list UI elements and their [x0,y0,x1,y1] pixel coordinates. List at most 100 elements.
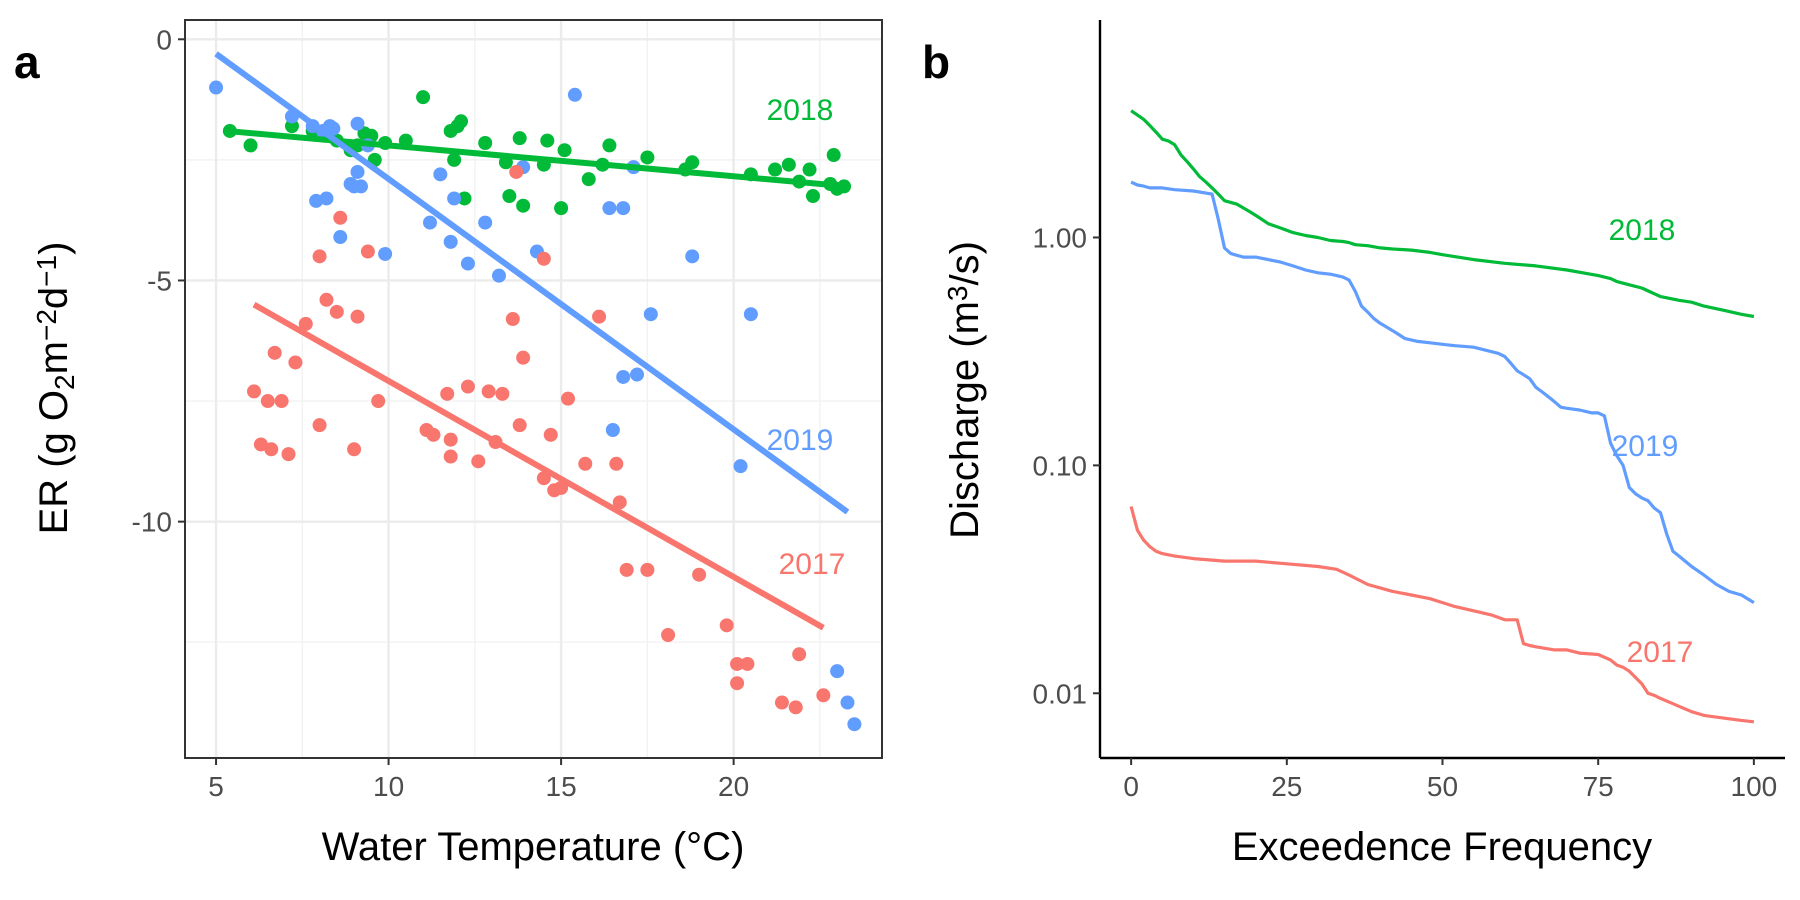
data-point-2017 [536,471,551,486]
data-point-2019 [478,215,493,230]
data-point-2017 [274,394,289,409]
data-point-2017 [371,394,386,409]
data-point-2019 [602,201,617,216]
data-point-2018 [805,189,820,204]
data-point-2019 [840,695,855,710]
data-point-2017 [609,456,624,471]
y-tick-label: 0.01 [1033,678,1088,709]
x-tick-label: 75 [1583,771,1614,802]
data-point-2018 [454,114,469,129]
x-axis-title: Exceedence Frequency [1232,825,1652,869]
trend-line-2017 [252,301,825,631]
data-point-2017 [661,628,676,642]
data-point-2017 [347,442,362,457]
data-point-2017 [288,355,303,370]
data-point-2018 [554,201,569,216]
data-point-2019 [743,307,758,322]
data-point-2018 [768,162,783,177]
data-point-2019 [733,459,748,474]
data-point-2018 [557,143,572,158]
y-axis-title-part: m [32,341,76,374]
y-axis-title-part: 2 [49,374,80,390]
data-point-2017 [260,394,275,409]
data-point-2019 [333,230,348,245]
data-point-2017 [471,454,486,469]
y-axis-title-part: −1 [31,255,62,287]
data-point-2019 [350,116,365,131]
data-point-2017 [443,449,458,464]
y-axis-title-part: −2 [31,309,62,341]
data-point-2019 [433,167,448,182]
data-point-2018 [457,191,472,206]
data-point-2019 [443,234,458,249]
data-point-2017 [512,418,527,433]
data-point-2017 [329,304,344,319]
data-point-2017 [692,567,707,582]
data-point-2019 [491,268,506,283]
data-point-2018 [478,136,493,150]
x-tick-label: 0 [1123,771,1139,802]
data-point-2017 [460,379,475,394]
plot-border [184,19,883,759]
data-point-2019 [319,191,334,206]
data-point-2019 [353,179,368,194]
data-point-2019 [447,191,462,206]
data-point-2017 [774,695,789,710]
series-line-2018 [1130,109,1755,319]
data-point-2017 [578,456,593,471]
data-point-2019 [350,164,365,179]
series-line-2017 [1129,506,1755,724]
data-point-2017 [730,656,745,671]
x-tick-label: 25 [1271,771,1302,802]
data-point-2017 [740,656,755,671]
data-point-2018 [826,148,841,163]
data-point-2017 [298,316,313,331]
data-point-2019 [847,717,862,732]
x-tick-label: 20 [718,771,749,802]
data-point-2018 [581,172,596,187]
panel-tag-b: b [922,36,950,88]
y-axis-title-part: ) [32,242,76,255]
data-point-2017 [730,676,745,691]
y-axis-title-part: d [32,287,76,309]
x-tick-label: 10 [373,771,404,802]
data-point-2019 [616,369,631,384]
series-label-2017: 2017 [779,548,846,581]
data-point-2018 [685,155,700,170]
x-tick-label: 15 [546,771,577,802]
trend-line-2019 [214,51,850,515]
data-point-2017 [561,391,576,406]
y-axis-title: Discharge (m3/s) [942,241,987,539]
data-point-2019 [630,367,645,382]
y-tick-label: -10 [132,507,172,538]
data-point-2019 [616,201,631,216]
data-point-2018 [781,157,796,172]
data-point-2019 [643,307,658,322]
x-tick-label: 100 [1731,771,1778,802]
data-point-2017 [788,700,803,715]
data-point-2019 [326,121,341,136]
data-point-2017 [312,249,327,264]
panel-b-discharge-duration: 0 25 50 75 100 1.00 0.10 0.01 2018 2019 2017 Exceed… [922,20,1785,869]
trend-line-2018 [226,127,848,190]
data-point-2017 [536,251,551,266]
y-tick-label: 1.00 [1033,222,1088,253]
data-point-2017 [481,384,496,399]
series-label-2019: 2019 [1612,430,1679,463]
series-label-2017: 2017 [1627,636,1694,669]
x-tick-label: 5 [208,771,224,802]
data-point-2017 [543,427,558,442]
panel-a-er-vs-temperature: 5 10 15 20 0 -5 -10 2018 2019 2017 Water Temperatu… [14,19,883,869]
data-point-2019 [209,80,224,95]
data-point-2017 [592,309,607,324]
data-point-2017 [554,480,569,495]
data-point-2017 [312,418,327,433]
data-point-2018 [502,189,517,204]
series-label-2018: 2018 [1609,214,1676,247]
data-point-2019 [567,87,582,102]
data-point-2017 [360,244,375,259]
data-point-2018 [516,198,531,213]
x-tick-label: 50 [1427,771,1458,802]
data-point-2019 [422,215,437,230]
